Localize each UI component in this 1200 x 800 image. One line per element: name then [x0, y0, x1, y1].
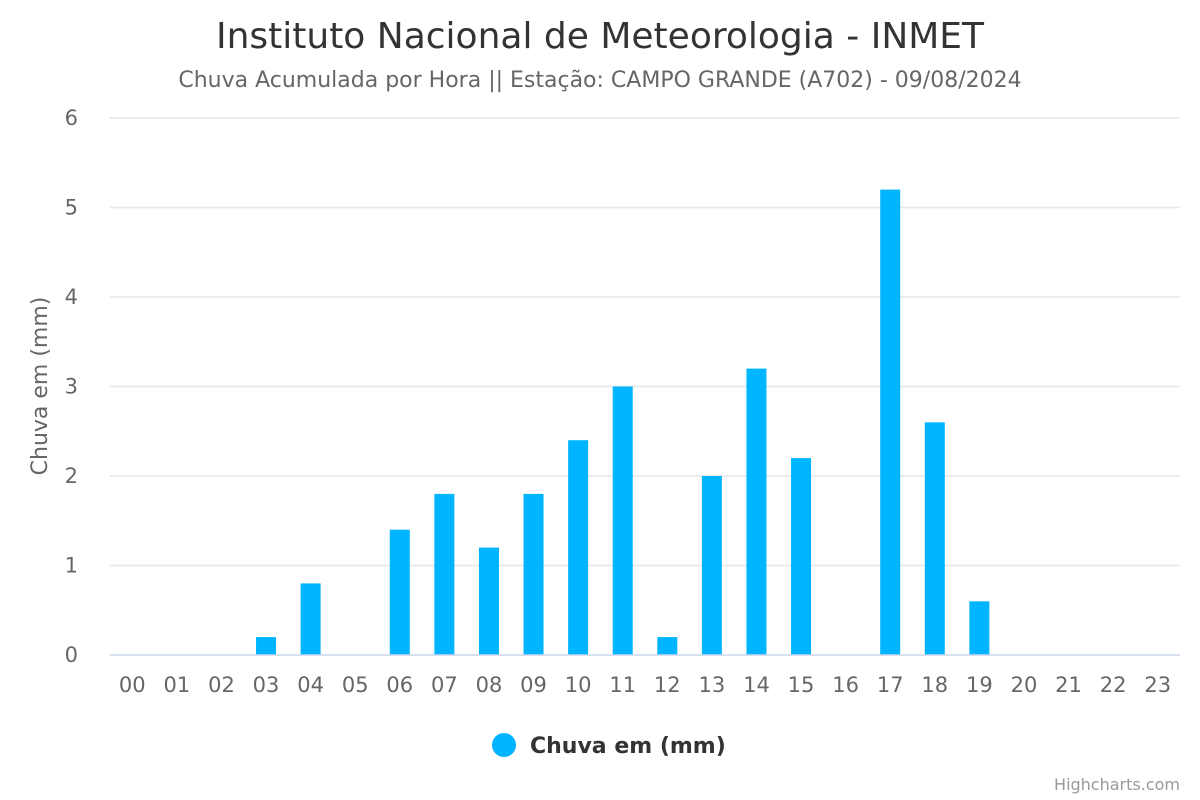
bar-hour-14[interactable] — [746, 368, 767, 655]
gridlines — [110, 117, 1180, 567]
x-tick-label: 15 — [788, 673, 815, 697]
x-tick-label: 01 — [164, 673, 191, 697]
chart-title: Instituto Nacional de Meteorologia - INM… — [216, 16, 985, 57]
bar-hour-07[interactable] — [434, 493, 455, 655]
legend-symbol[interactable] — [492, 733, 516, 757]
x-tick-label: 19 — [966, 673, 993, 697]
y-tick-label: 5 — [65, 196, 78, 220]
y-tick-label: 3 — [65, 375, 78, 399]
y-tick-label: 0 — [65, 643, 78, 667]
bar-hour-17[interactable] — [880, 189, 901, 655]
x-tick-label: 11 — [609, 673, 636, 697]
bar-hour-08[interactable] — [478, 547, 499, 655]
x-tick-label: 22 — [1100, 673, 1127, 697]
y-tick-label: 4 — [65, 285, 78, 309]
legend[interactable]: Chuva em (mm) — [492, 733, 726, 759]
x-tick-label: 05 — [342, 673, 369, 697]
x-tick-label: 20 — [1011, 673, 1038, 697]
bars — [256, 189, 990, 656]
x-tick-label: 02 — [208, 673, 235, 697]
x-tick-label: 23 — [1144, 673, 1171, 697]
bar-hour-11[interactable] — [612, 386, 633, 656]
x-tick-label: 00 — [119, 673, 146, 697]
x-tick-label: 14 — [743, 673, 770, 697]
x-tick-label: 16 — [832, 673, 859, 697]
x-tick-label: 18 — [921, 673, 948, 697]
legend-item-label[interactable]: Chuva em (mm) — [530, 734, 726, 759]
y-tick-label: 1 — [65, 554, 78, 578]
x-tick-label: 12 — [654, 673, 681, 697]
bar-hour-10[interactable] — [568, 440, 589, 655]
x-tick-label: 10 — [565, 673, 592, 697]
bar-hour-09[interactable] — [523, 493, 544, 655]
x-tick-label: 07 — [431, 673, 458, 697]
bar-hour-15[interactable] — [791, 458, 812, 655]
bar-hour-03[interactable] — [256, 637, 277, 655]
y-tick-label: 2 — [65, 464, 78, 488]
x-tick-label: 04 — [297, 673, 324, 697]
x-tick-label: 09 — [520, 673, 547, 697]
x-tick-label: 08 — [476, 673, 503, 697]
x-axis-tick-labels: 00 01 02 03 04 05 06 07 08 09 10 11 12 13 14 15 16 17 18 19… — [119, 673, 1171, 697]
bar-hour-18[interactable] — [924, 422, 945, 655]
y-axis-title: Chuva em (mm) — [28, 297, 53, 476]
chart-subtitle: Chuva Acumulada por Hora || Estação: CAM… — [178, 68, 1021, 93]
bar-hour-13[interactable] — [701, 476, 722, 655]
bar-hour-04[interactable] — [300, 583, 321, 655]
y-axis-tick-labels: 0 1 2 3 4 5 6 — [65, 106, 78, 667]
x-tick-label: 21 — [1055, 673, 1082, 697]
bar-hour-06[interactable] — [389, 529, 410, 655]
bar-hour-12[interactable] — [657, 637, 678, 655]
bar-hour-19[interactable] — [969, 601, 990, 655]
x-tick-label: 03 — [253, 673, 280, 697]
x-tick-label: 13 — [699, 673, 726, 697]
credits-link[interactable]: Highcharts.com — [1054, 775, 1180, 794]
y-tick-label: 6 — [65, 106, 78, 130]
x-tick-label: 17 — [877, 673, 904, 697]
x-tick-label: 06 — [386, 673, 413, 697]
